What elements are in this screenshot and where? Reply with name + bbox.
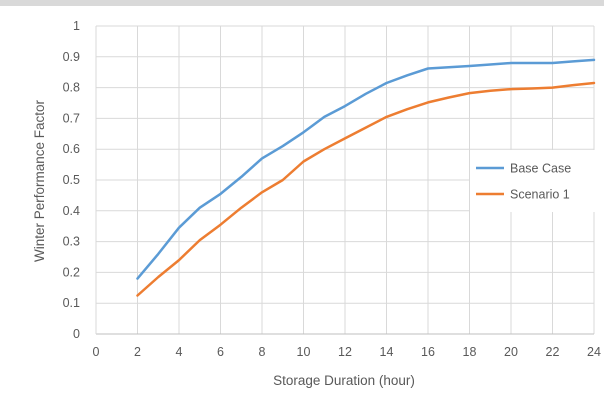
axes	[95, 26, 594, 335]
legend-box	[470, 150, 596, 212]
series-line-scenario-1	[136, 81, 596, 297]
series-line-base-case	[136, 58, 596, 280]
x-tick-label: 2	[134, 345, 141, 359]
y-tick-label: 0.3	[63, 235, 80, 249]
x-tick-label: 18	[463, 345, 477, 359]
y-tick-label: 0.6	[63, 142, 80, 156]
x-tick-label: 22	[546, 345, 560, 359]
x-tick-label: 4	[176, 345, 183, 359]
legend: Base Case Scenario 1	[470, 150, 596, 212]
series-lines	[136, 58, 596, 297]
y-axis-label: Winter Performance Factor	[32, 99, 47, 262]
y-tick-label: 0.8	[63, 81, 80, 95]
y-tick-label: 0.5	[63, 173, 80, 187]
legend-label-scenario-1: Scenario 1	[510, 188, 570, 202]
x-tick-label: 16	[421, 345, 435, 359]
x-tick-label: 24	[587, 345, 601, 359]
y-tick-label: 0.9	[63, 50, 80, 64]
x-tick-label: 14	[380, 345, 394, 359]
chart-top-border	[0, 0, 604, 6]
legend-label-base-case: Base Case	[510, 162, 571, 176]
x-axis-label: Storage Duration (hour)	[273, 373, 415, 388]
grid-lines	[96, 25, 595, 334]
x-tick-label: 20	[504, 345, 518, 359]
y-tick-label: 0.1	[63, 296, 80, 310]
x-tick-label: 6	[217, 345, 224, 359]
tick-labels: 0 2 4 6 8 10 12 14 16 18 20 22 2400.10.20.30.40.50.6…	[63, 19, 601, 359]
y-tick-label: 1	[73, 19, 80, 33]
y-tick-label: 0.7	[63, 111, 80, 125]
y-tick-label: 0.2	[63, 265, 80, 279]
x-tick-label: 8	[259, 345, 266, 359]
x-tick-label: 10	[297, 345, 311, 359]
y-tick-label: 0.4	[63, 204, 80, 218]
x-tick-label: 12	[338, 345, 352, 359]
x-tick-label: 0	[93, 345, 100, 359]
y-tick-label: 0	[73, 327, 80, 341]
